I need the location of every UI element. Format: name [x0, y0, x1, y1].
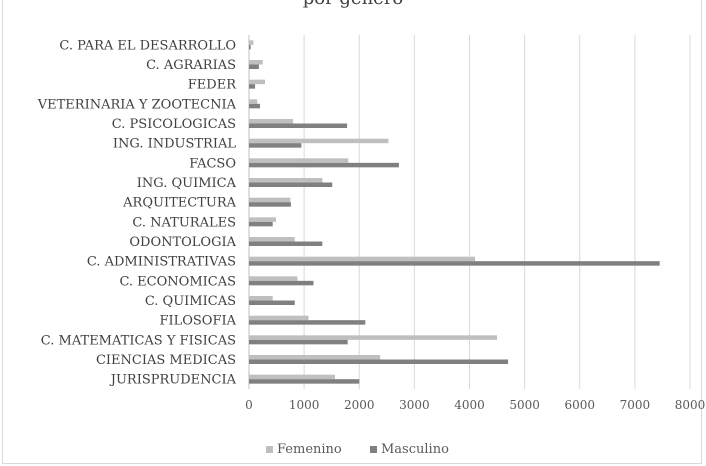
bar-masculino	[249, 379, 360, 384]
category-label: C. NATURALES	[132, 215, 236, 230]
x-tick-label: 0	[245, 398, 253, 412]
category-label: ARQUITECTURA	[122, 196, 236, 211]
x-tick-label: 8000	[675, 398, 706, 412]
category-label: ODONTOLOGIA	[129, 235, 236, 250]
category-label: FACSO	[189, 156, 236, 171]
bar-masculino	[249, 182, 333, 187]
category-label: C. PARA EL DESARROLLO	[59, 38, 236, 53]
chart-title: por género	[0, 0, 706, 9]
bar-femenino	[249, 138, 389, 144]
category-label: C. QUIMICAS	[145, 294, 236, 309]
bar-masculino	[249, 221, 273, 227]
gridlines	[248, 35, 691, 389]
category-label: C. MATEMATICAS Y FISICAS	[41, 333, 236, 348]
bar-masculino	[249, 162, 399, 168]
bar-femenino	[249, 335, 498, 340]
x-tick-label: 3000	[399, 398, 430, 412]
bar-masculino	[249, 339, 348, 345]
x-tick-label: 5000	[509, 398, 540, 412]
bar-femenino	[249, 178, 323, 183]
category-label: CIENCIAS MEDICAS	[96, 353, 236, 368]
bar-femenino	[249, 315, 309, 321]
bar-femenino	[249, 158, 349, 163]
category-label: ING. INDUSTRIAL	[113, 137, 236, 152]
bar-femenino	[249, 217, 277, 222]
bar-masculino	[249, 84, 256, 89]
x-tick-label: 4000	[454, 398, 485, 412]
bar-femenino	[249, 355, 381, 360]
bar-masculino	[249, 359, 509, 364]
bar-femenino	[249, 276, 298, 281]
x-tick-labels: 0 1000 2000 3000 4000 5000 6000 7000 8000	[245, 398, 705, 412]
bar-femenino	[249, 79, 265, 85]
bar-masculino	[249, 123, 348, 128]
category-labels: C. PARA EL DESARROLLO C. AGRARIAS FEDER VET…	[37, 38, 237, 387]
x-tick-label: 1000	[289, 398, 320, 412]
bar-masculino	[249, 320, 366, 325]
category-label: C. ECONOMICAS	[119, 274, 236, 289]
bar-femenino	[249, 197, 291, 203]
bar-femenino	[249, 60, 263, 65]
legend-swatch-masculino	[370, 446, 377, 453]
category-label: C. AGRARIAS	[146, 58, 236, 73]
category-label: FEDER	[188, 78, 237, 93]
category-label: ING. QUIMICA	[137, 176, 237, 191]
bar-femenino	[249, 119, 294, 124]
bar-masculino	[249, 202, 291, 207]
legend: Femenino Masculino	[266, 442, 449, 457]
category-label: JURISPRUDENCIA	[109, 373, 237, 388]
bar-masculino	[249, 64, 259, 69]
category-label: C. PSICOLOGICAS	[112, 117, 236, 132]
bar-femenino	[249, 40, 254, 45]
x-tick-label: 7000	[620, 398, 651, 412]
legend-label: Femenino	[277, 442, 342, 457]
bar-masculino	[249, 300, 295, 305]
bar-masculino	[249, 261, 660, 266]
category-label: FILOSOFIA	[159, 314, 236, 329]
bar-masculino	[249, 280, 314, 286]
bar-femenino	[249, 99, 258, 104]
bar-femenino	[249, 296, 273, 301]
category-label: C. ADMINISTRATIVAS	[87, 255, 236, 270]
bar-femenino	[249, 237, 295, 242]
category-label: VETERINARIA Y ZOOTECNIA	[37, 97, 237, 112]
bar-femenino	[249, 374, 335, 380]
bar-masculino	[249, 241, 323, 246]
bar-masculino	[249, 143, 302, 148]
legend-swatch-femenino	[266, 446, 273, 453]
x-tick-label: 2000	[344, 398, 375, 412]
bar-femenino	[249, 256, 476, 262]
bar-masculino	[249, 44, 251, 50]
x-tick-label: 6000	[564, 398, 595, 412]
bar-masculino	[249, 103, 261, 109]
bars	[249, 40, 660, 384]
legend-label: Masculino	[381, 442, 449, 457]
